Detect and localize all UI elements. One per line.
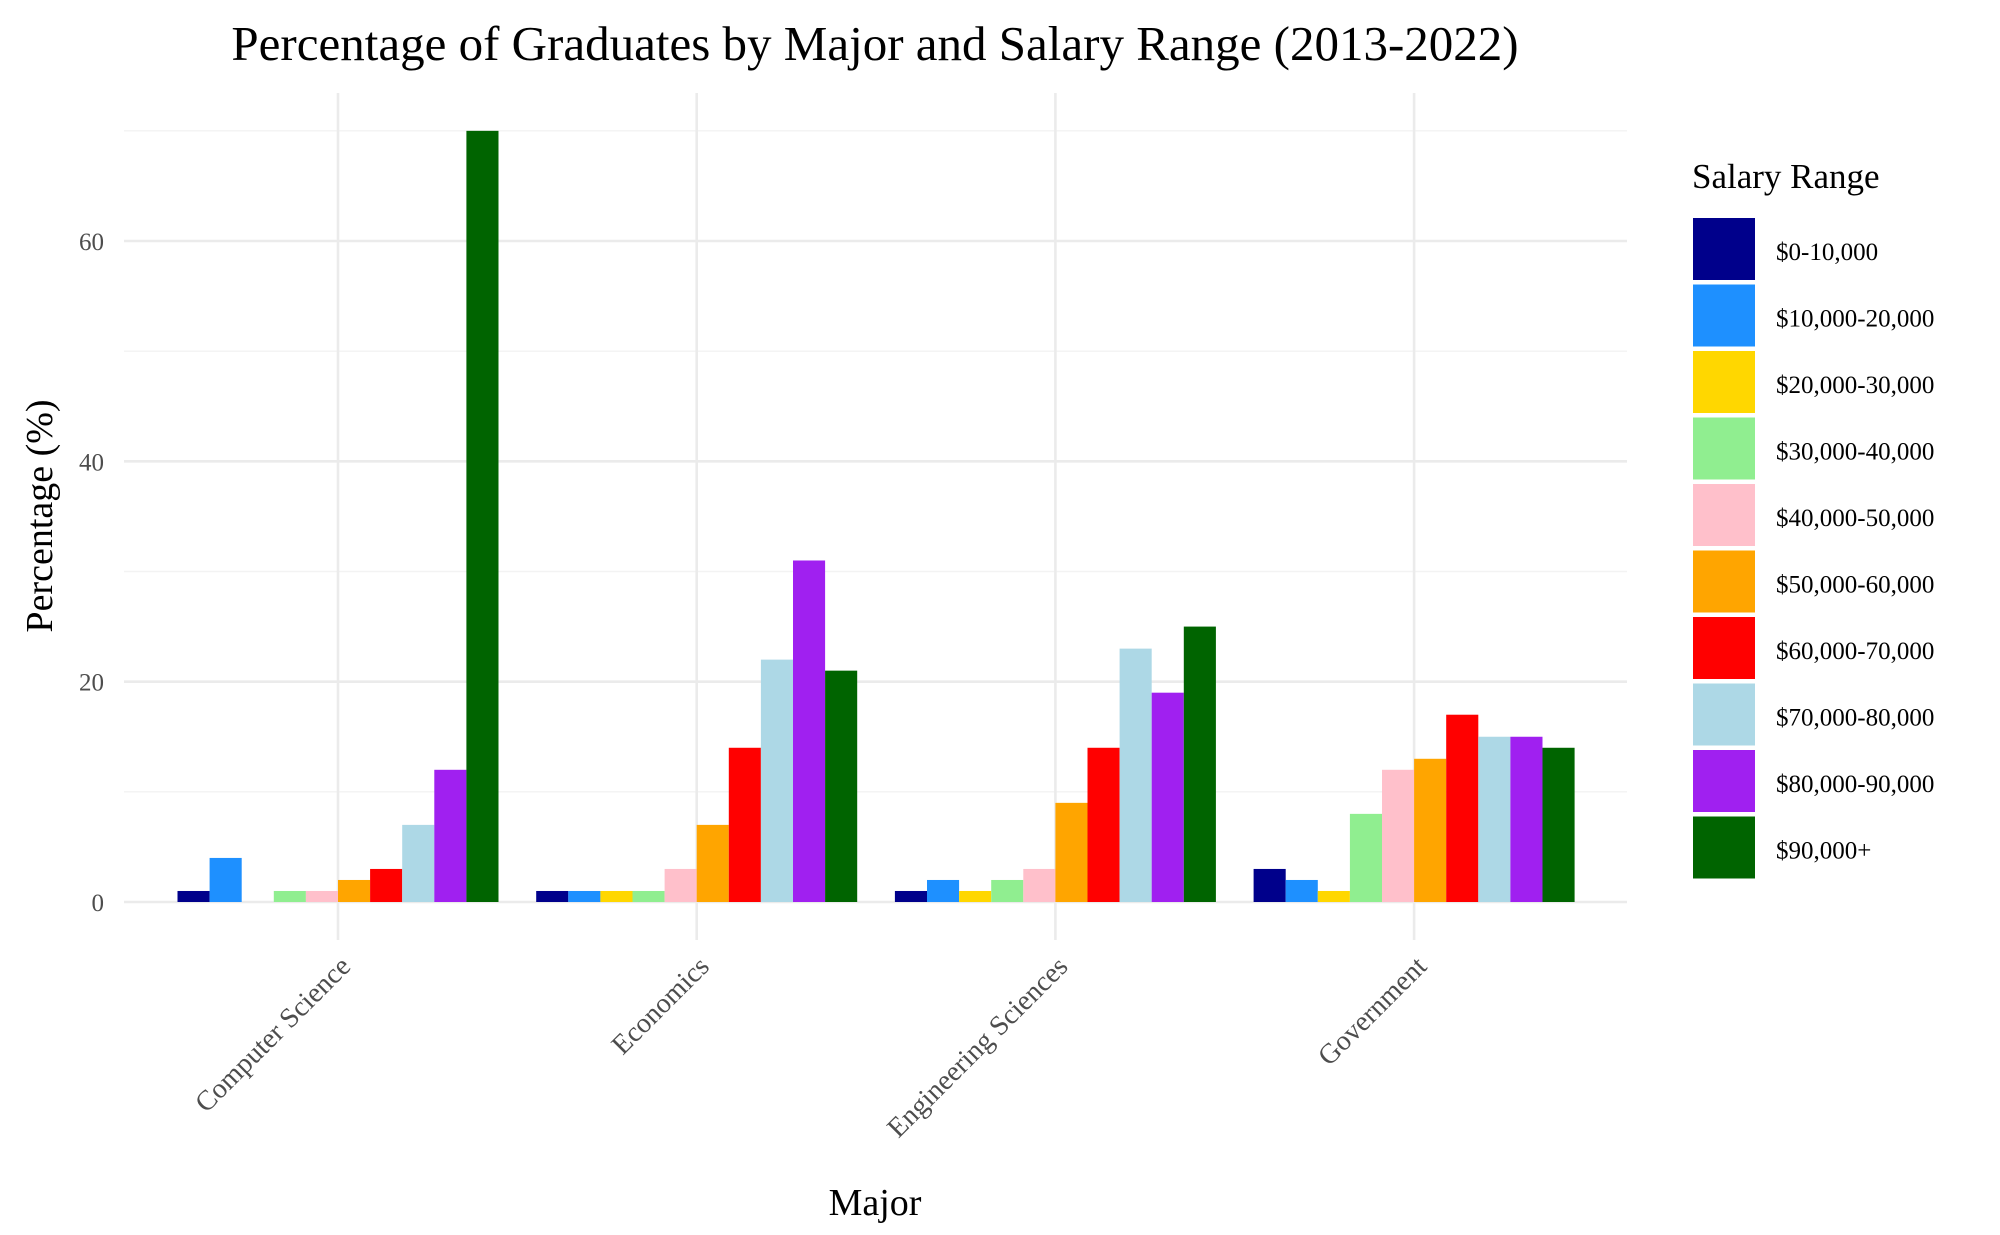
legend-key: [1693, 351, 1755, 413]
bar: [1087, 747, 1120, 902]
x-tick-label: Government: [1312, 951, 1433, 1072]
bar: [1510, 736, 1543, 902]
bar: [1478, 736, 1511, 902]
x-tick-label: Economics: [606, 951, 716, 1061]
bar: [894, 890, 927, 902]
legend-key: [1693, 284, 1755, 347]
bar: [568, 890, 601, 902]
bar: [1253, 868, 1286, 902]
bar: [1446, 714, 1479, 902]
bar: [760, 659, 793, 902]
legend-key: [1693, 484, 1755, 546]
bar: [466, 130, 499, 903]
bar: [1349, 813, 1382, 902]
bar: [273, 890, 306, 902]
legend-label: $40,000-50,000: [1776, 505, 1934, 532]
bar: [632, 890, 665, 902]
chart-title: Percentage of Graduates by Major and Sal…: [231, 16, 1518, 71]
legend-label: $80,000-90,000: [1776, 771, 1934, 798]
legend-key: [1693, 816, 1755, 879]
bar: [1023, 868, 1056, 902]
bar: [1414, 758, 1447, 902]
x-axis-ticks: Computer Science Economics Engineering Sci…: [189, 951, 1433, 1144]
legend-key: [1693, 550, 1755, 613]
legend-key: [1693, 417, 1755, 480]
legend-label: $30,000-40,000: [1776, 439, 1934, 466]
y-tick-label: 20: [79, 670, 104, 697]
bar: [664, 868, 697, 902]
bar: [177, 890, 210, 902]
bar: [927, 879, 960, 902]
bar: [536, 890, 569, 902]
legend-key: [1693, 683, 1755, 746]
bar: [1055, 802, 1088, 902]
bar: [728, 747, 761, 902]
legend-key: [1693, 218, 1755, 280]
legend-label: $20,000-30,000: [1776, 372, 1934, 399]
y-axis-title: Percentage (%): [19, 399, 61, 632]
bar: [600, 890, 633, 902]
y-axis-ticks: 0 20 40 60: [79, 229, 104, 917]
bar: [402, 824, 435, 902]
legend-label: $0-10,000: [1776, 239, 1878, 266]
x-tick-label: Computer Science: [189, 951, 357, 1119]
x-axis-title: Major: [829, 1182, 922, 1224]
bar: [1183, 626, 1216, 902]
bar: [1119, 648, 1152, 902]
bar: [1542, 747, 1575, 902]
legend-label: $60,000-70,000: [1776, 638, 1934, 665]
legend-label: $50,000-60,000: [1776, 572, 1934, 599]
legend-label: $90,000+: [1776, 838, 1871, 865]
bar: [696, 824, 729, 902]
bar: [434, 769, 467, 902]
bar: [1285, 879, 1318, 902]
x-tick-label: Engineering Sciences: [881, 951, 1074, 1144]
bar: [1151, 692, 1184, 902]
bar: [825, 670, 858, 902]
legend-key: [1693, 750, 1755, 812]
legend-title: Salary Range: [1692, 157, 1880, 196]
legend-key: [1693, 617, 1755, 679]
legend-label: $10,000-20,000: [1776, 306, 1934, 333]
bar: [793, 560, 826, 902]
bar: [305, 890, 338, 902]
bar: [370, 868, 403, 902]
bar: [991, 879, 1024, 902]
bars: [177, 130, 1575, 903]
y-tick-label: 40: [79, 449, 104, 476]
bar: [959, 890, 992, 902]
y-tick-label: 60: [79, 229, 104, 256]
legend: Salary Range $0-10,000 $10,000-20,000 $20,…: [1692, 157, 1934, 879]
legend-label: $70,000-80,000: [1776, 705, 1934, 732]
bar: [1317, 890, 1350, 902]
y-tick-label: 0: [92, 890, 105, 917]
bar: [209, 857, 242, 902]
bar: [338, 879, 371, 902]
bar: [1382, 769, 1415, 902]
